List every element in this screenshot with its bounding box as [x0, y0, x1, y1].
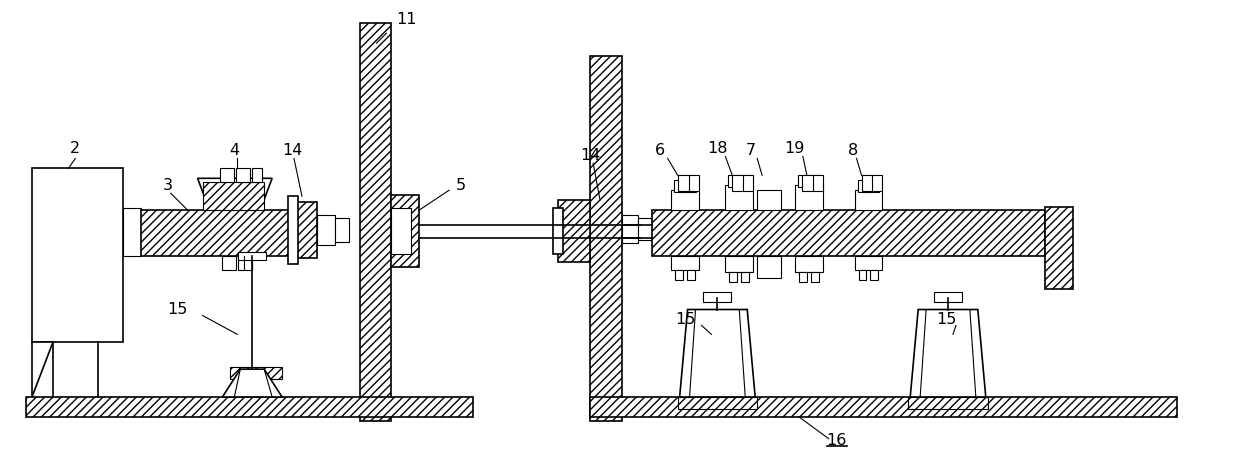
Bar — [725, 185, 753, 210]
Bar — [802, 175, 813, 191]
Bar — [221, 169, 234, 182]
Bar — [858, 180, 879, 192]
Polygon shape — [31, 342, 53, 397]
Text: 6: 6 — [655, 143, 665, 158]
Text: 16: 16 — [827, 433, 847, 448]
Bar — [238, 256, 252, 270]
Bar — [934, 292, 962, 301]
Bar — [797, 175, 820, 187]
Text: 14: 14 — [580, 148, 600, 163]
Bar — [873, 175, 883, 191]
Bar — [743, 175, 753, 191]
Bar — [1045, 207, 1074, 289]
Text: 5: 5 — [456, 178, 466, 193]
Bar — [637, 218, 652, 240]
Bar — [590, 56, 622, 421]
Bar — [687, 270, 694, 280]
Bar — [813, 175, 823, 191]
Bar — [908, 397, 988, 409]
Bar — [317, 215, 335, 245]
Text: 2: 2 — [71, 141, 81, 156]
Bar — [742, 272, 749, 282]
Bar — [553, 208, 563, 254]
Bar — [288, 196, 298, 264]
Bar — [795, 256, 823, 272]
Bar — [671, 256, 698, 270]
Text: 15: 15 — [167, 302, 188, 317]
Polygon shape — [680, 310, 755, 397]
Bar — [677, 175, 689, 191]
Bar — [811, 272, 818, 282]
Bar — [291, 202, 317, 258]
Bar — [622, 215, 637, 243]
Bar — [237, 169, 250, 182]
Bar — [688, 175, 698, 191]
Text: 7: 7 — [746, 143, 756, 158]
Bar — [123, 208, 141, 256]
Text: 8: 8 — [847, 143, 858, 158]
Bar — [733, 175, 744, 191]
Bar — [675, 270, 682, 280]
Bar — [673, 180, 696, 192]
Bar — [392, 208, 412, 254]
Bar — [858, 270, 867, 280]
Text: 19: 19 — [785, 141, 805, 156]
Bar — [231, 367, 281, 379]
Bar — [728, 175, 750, 187]
Bar — [252, 169, 262, 182]
Text: 14: 14 — [281, 143, 303, 158]
Bar — [141, 210, 291, 256]
Bar — [795, 185, 823, 210]
Bar — [725, 256, 753, 272]
Text: 15: 15 — [936, 312, 956, 327]
Bar — [558, 200, 590, 262]
Text: 4: 4 — [229, 143, 239, 158]
Bar — [31, 169, 123, 342]
Bar — [222, 256, 237, 270]
Bar — [870, 270, 878, 280]
Bar — [671, 190, 698, 210]
Text: 15: 15 — [676, 312, 696, 327]
Bar — [862, 175, 873, 191]
Bar — [854, 190, 883, 210]
Bar — [652, 210, 1045, 256]
Text: 3: 3 — [162, 178, 172, 193]
Bar — [392, 195, 419, 267]
Bar — [202, 182, 264, 210]
Bar — [360, 23, 392, 421]
Text: 11: 11 — [396, 12, 417, 27]
Bar — [238, 252, 267, 260]
Bar — [590, 397, 1177, 417]
Polygon shape — [197, 178, 272, 210]
Bar — [758, 256, 781, 278]
Bar — [729, 272, 738, 282]
Bar — [758, 190, 781, 210]
Bar — [26, 397, 472, 417]
Text: 18: 18 — [707, 141, 728, 156]
Bar — [799, 272, 807, 282]
Bar — [854, 256, 883, 270]
Polygon shape — [222, 369, 281, 397]
Bar — [335, 218, 348, 242]
Polygon shape — [910, 310, 986, 397]
Bar — [677, 397, 758, 409]
Bar — [703, 292, 732, 301]
